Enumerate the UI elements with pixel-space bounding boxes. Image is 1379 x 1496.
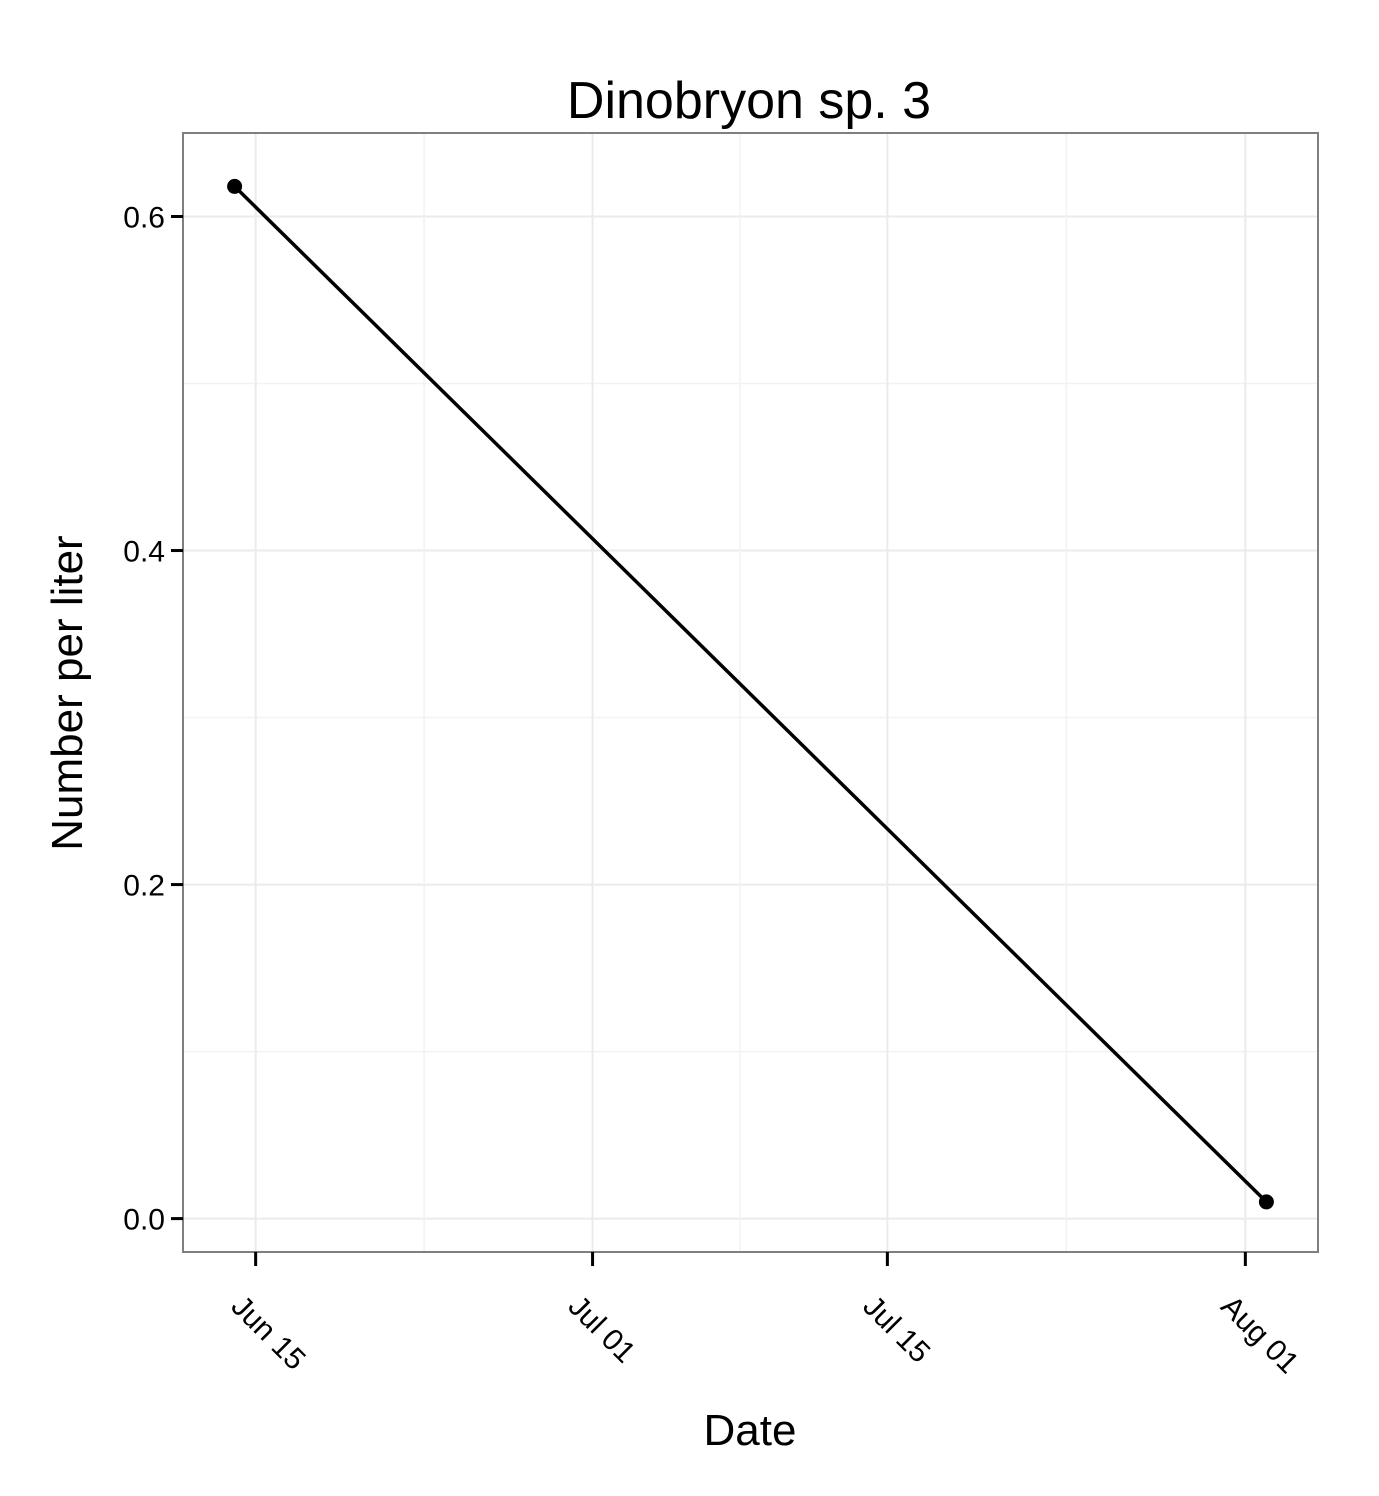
data-point [227,178,243,194]
y-tick-label: 0.2 [123,870,165,903]
series [227,178,1274,1210]
chart-title: Dinobryon sp. 3 [567,72,931,130]
y-tick-label: 0.4 [123,536,165,569]
y-tick-label: 0.6 [123,202,165,235]
grid [183,133,1318,1252]
x-axis-title: Date [704,1406,797,1455]
y-tick-label: 0.0 [123,1204,165,1237]
series-line [233,185,1268,1204]
data-point [1258,1194,1274,1210]
y-axis-title: Number per liter [43,535,92,850]
plot-panel-border [182,132,1319,1253]
